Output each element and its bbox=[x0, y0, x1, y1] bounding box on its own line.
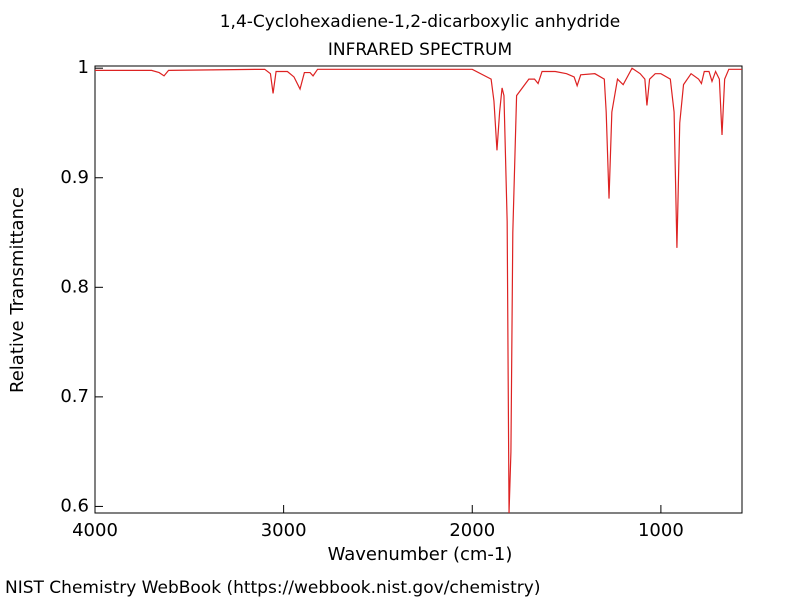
y-axis-label: Relative Transmittance bbox=[7, 187, 28, 393]
plot-frame bbox=[94, 65, 743, 514]
y-tick-label: 0.7 bbox=[60, 386, 89, 407]
y-tick-label: 1 bbox=[78, 57, 89, 78]
spectrum-line bbox=[95, 67, 742, 514]
x-tick-label: 3000 bbox=[261, 520, 307, 541]
x-tick-label: 1000 bbox=[638, 520, 684, 541]
chart-title: 1,4-Cyclohexadiene-1,2-dicarboxylic anhy… bbox=[220, 12, 621, 32]
x-axis-label: Wavenumber (cm-1) bbox=[328, 544, 513, 565]
y-tick-label: 0.9 bbox=[60, 167, 89, 188]
footer: NIST Chemistry WebBook (https://webbook.… bbox=[5, 578, 540, 598]
x-tick-label: 2000 bbox=[449, 520, 495, 541]
x-tick-label: 4000 bbox=[72, 520, 118, 541]
y-tick-label: 0.6 bbox=[60, 495, 89, 516]
chart-subtitle: INFRARED SPECTRUM bbox=[328, 40, 512, 60]
y-tick-label: 0.8 bbox=[60, 276, 89, 297]
